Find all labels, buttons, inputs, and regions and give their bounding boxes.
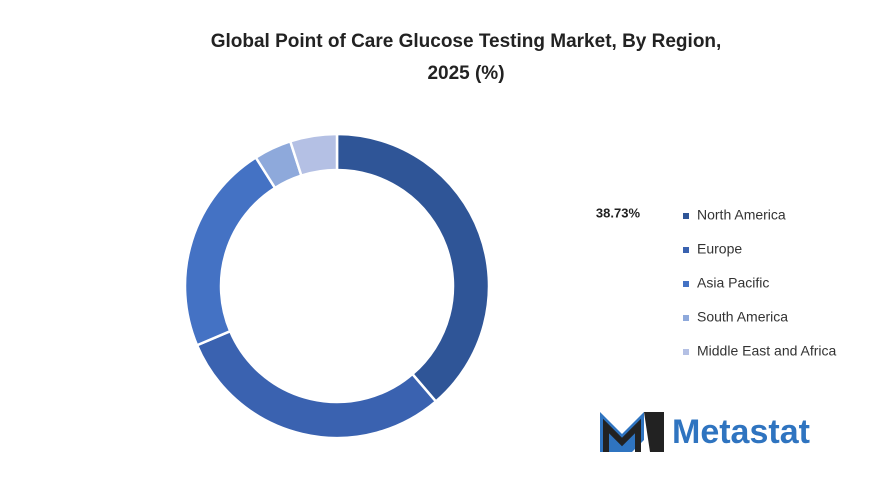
legend-swatch — [683, 349, 689, 355]
legend-swatch — [683, 247, 689, 253]
legend-text: Asia Pacific — [697, 275, 769, 291]
legend-text: North America — [697, 207, 786, 223]
legend-swatch — [683, 315, 689, 321]
legend-text: South America — [697, 309, 788, 325]
brand-name: Metastat — [672, 413, 810, 451]
logo-mark-inner — [603, 418, 641, 452]
donut-segment — [195, 329, 438, 440]
legend-text: Middle East and Africa — [697, 343, 837, 359]
donut-segment — [335, 132, 491, 404]
donut-segment — [183, 155, 277, 347]
donut-segment — [288, 132, 339, 178]
logo: Metastat — [600, 412, 810, 452]
legend-swatch — [683, 213, 689, 219]
legend-swatch — [683, 281, 689, 287]
legend-text: Europe — [697, 241, 742, 257]
logo-mark — [600, 412, 644, 452]
value-label: 38.73% — [596, 205, 641, 220]
chart-title: Global Point of Care Glucose Testing Mar… — [211, 31, 722, 84]
logo-mark-side — [644, 412, 664, 452]
